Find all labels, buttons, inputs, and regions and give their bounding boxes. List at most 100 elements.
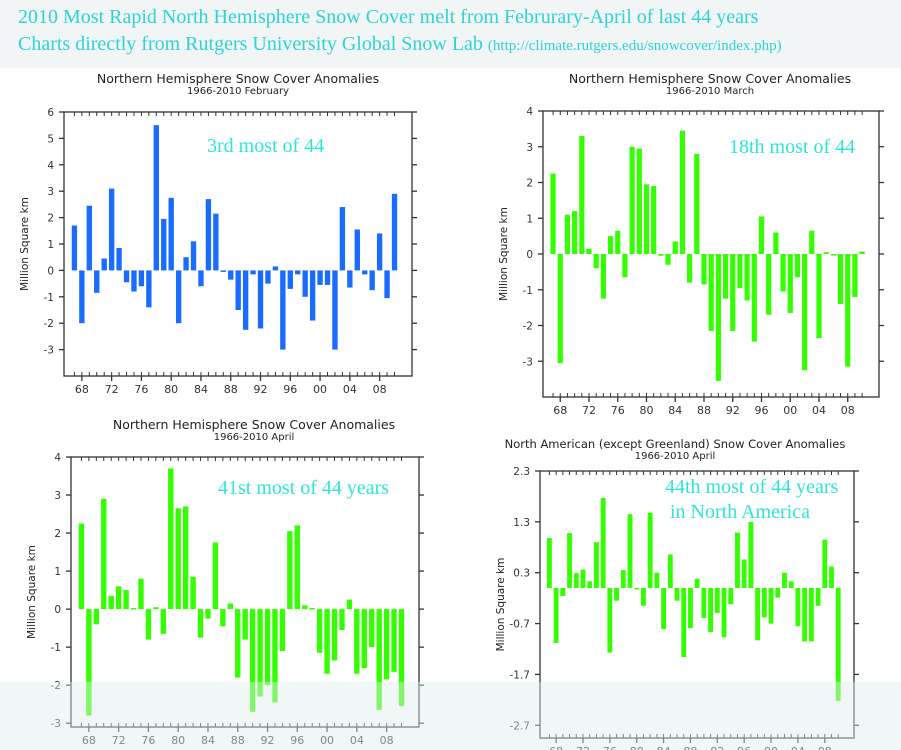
chart-subtitle: 1966-2010 March bbox=[665, 86, 755, 97]
bar-1997 bbox=[302, 605, 308, 610]
bar-1985 bbox=[679, 130, 686, 254]
bar-1969 bbox=[93, 609, 99, 625]
bar-1968 bbox=[86, 609, 92, 716]
bar-1969 bbox=[560, 587, 566, 597]
bar-1972 bbox=[108, 188, 115, 271]
x-tick-label: 92 bbox=[261, 734, 275, 747]
x-tick-label: 04 bbox=[350, 734, 364, 747]
bar-1988 bbox=[701, 254, 707, 285]
bar-1975 bbox=[138, 578, 144, 610]
chart-subtitle: 1966-2010 April bbox=[213, 432, 295, 443]
y-tick-label: 1 bbox=[47, 239, 54, 251]
bar-1995 bbox=[287, 531, 293, 610]
x-tick-label: 72 bbox=[576, 745, 590, 750]
x-tick-label: 00 bbox=[320, 734, 334, 747]
bar-2004 bbox=[347, 270, 353, 288]
bar-1967 bbox=[78, 523, 85, 610]
bar-1972 bbox=[586, 248, 592, 254]
chart-apr-annotation: 41st most of 44 years bbox=[218, 477, 390, 499]
bar-1983 bbox=[197, 609, 204, 638]
x-tick-label: 04 bbox=[343, 383, 357, 396]
bar-1970 bbox=[567, 533, 572, 588]
bar-1968 bbox=[79, 270, 85, 324]
x-tick-label: 88 bbox=[231, 734, 245, 747]
bar-1983 bbox=[665, 254, 671, 265]
bar-1994 bbox=[272, 266, 279, 271]
bar-1978 bbox=[160, 609, 166, 634]
bar-1976 bbox=[615, 230, 621, 254]
x-tick-label: 08 bbox=[841, 404, 855, 417]
bar-2005 bbox=[823, 252, 829, 254]
y-tick-label: 4 bbox=[47, 160, 54, 172]
bar-1978 bbox=[153, 125, 159, 271]
x-tick-label: 08 bbox=[380, 734, 394, 747]
bar-2007 bbox=[369, 270, 375, 291]
y-tick-label: 2.3 bbox=[513, 466, 530, 478]
bar-1997 bbox=[295, 270, 301, 275]
bar-1974 bbox=[123, 270, 130, 283]
bar-1967 bbox=[546, 538, 552, 588]
bar-1998 bbox=[302, 270, 308, 297]
bar-2003 bbox=[346, 599, 353, 610]
bar-1977 bbox=[614, 587, 619, 601]
bar-2003 bbox=[339, 207, 346, 271]
bar-2000 bbox=[768, 587, 774, 624]
bar-1987 bbox=[227, 603, 233, 610]
bar-1992 bbox=[714, 587, 720, 613]
x-tick-label: 84 bbox=[668, 404, 682, 417]
bar-1979 bbox=[636, 148, 642, 254]
bar-2008 bbox=[822, 539, 828, 588]
bar-1976 bbox=[145, 609, 152, 640]
header-source-url: (http://climate.rutgers.edu/snowcover/in… bbox=[487, 38, 782, 54]
y-tick-label: 3 bbox=[54, 490, 61, 502]
bar-1980 bbox=[643, 184, 650, 254]
header-source-text: Charts directly from Rutgers University … bbox=[18, 33, 488, 55]
y-axis-label: Million Square km bbox=[26, 545, 38, 639]
bar-1990 bbox=[242, 270, 249, 330]
bar-1970 bbox=[94, 270, 100, 293]
bar-1973 bbox=[587, 581, 593, 588]
bar-2000 bbox=[317, 270, 323, 285]
bar-1982 bbox=[658, 254, 664, 256]
bar-1986 bbox=[220, 609, 226, 627]
bar-1982 bbox=[647, 512, 653, 588]
bar-1976 bbox=[138, 270, 145, 287]
bar-1980 bbox=[634, 587, 640, 590]
bar-1993 bbox=[737, 254, 743, 288]
bar-1984 bbox=[198, 270, 204, 287]
bar-1998 bbox=[773, 232, 779, 254]
y-tick-label: 0 bbox=[54, 604, 61, 616]
y-tick-label: 4 bbox=[526, 106, 533, 118]
bar-1977 bbox=[146, 270, 152, 308]
x-tick-label: 84 bbox=[194, 383, 208, 396]
x-tick-label: 80 bbox=[639, 404, 653, 417]
bar-1989 bbox=[708, 254, 714, 331]
bar-2004 bbox=[354, 609, 360, 674]
header-banner: 2010 Most Rapid North Hemisphere Snow Co… bbox=[0, 0, 901, 68]
bar-1992 bbox=[257, 270, 264, 329]
bar-1988 bbox=[235, 609, 241, 678]
x-tick-label: 72 bbox=[112, 734, 126, 747]
bar-1979 bbox=[627, 514, 633, 588]
x-tick-label: 92 bbox=[726, 404, 740, 417]
chart-mar-annotation: 18th most of 44 bbox=[729, 136, 856, 158]
header-line-1: 2010 Most Rapid North Hemisphere Snow Co… bbox=[18, 6, 759, 28]
bar-2005 bbox=[354, 229, 360, 271]
y-tick-label: -3 bbox=[523, 356, 533, 368]
bar-1990 bbox=[715, 254, 721, 381]
bar-1978 bbox=[620, 570, 626, 588]
bar-1975 bbox=[600, 497, 606, 588]
y-tick-label: 6 bbox=[47, 107, 54, 119]
bar-1989 bbox=[235, 270, 241, 310]
bar-2007 bbox=[376, 609, 382, 710]
bar-1979 bbox=[168, 468, 174, 610]
bar-1998 bbox=[755, 587, 761, 641]
chart-mar-title-block: Northern Hemisphere Snow Cover Anomalies… bbox=[530, 72, 890, 98]
bar-1987 bbox=[681, 587, 687, 658]
bar-1991 bbox=[722, 254, 729, 299]
bar-1986 bbox=[687, 254, 693, 283]
bar-1968 bbox=[553, 587, 559, 643]
bar-1999 bbox=[316, 609, 323, 653]
bar-1996 bbox=[741, 559, 747, 588]
bar-2007 bbox=[837, 254, 844, 305]
